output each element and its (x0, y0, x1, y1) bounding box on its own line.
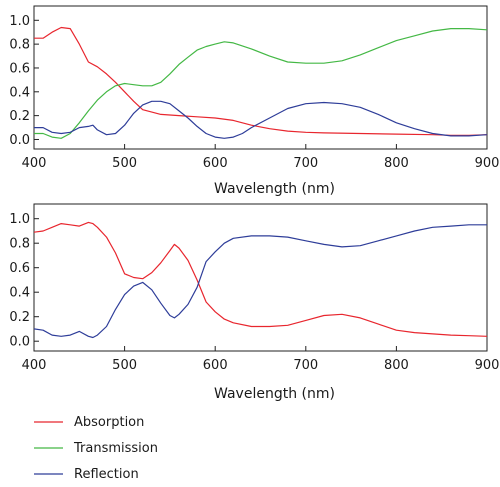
x-tick-label: 900 (475, 358, 500, 373)
x-tick-label: 800 (384, 156, 409, 171)
chart-top: 400 500 600 700 800 900 0.0 0.2 0.4 0.6 0.8 1.0 Wave… (9, 5, 500, 197)
x-tick-label: 900 (475, 156, 500, 171)
y-tick-label: 0.6 (9, 61, 30, 76)
plot-frame (33, 203, 488, 352)
y-tick-label: 0.2 (9, 109, 30, 124)
legend-label-absorption: Absorption (74, 415, 144, 430)
x-axis-label: Wavelength (nm) (214, 386, 335, 402)
series-line-reflection (34, 224, 487, 339)
x-tick-label: 400 (22, 156, 47, 171)
legend-label-reflection: Reflection (74, 467, 139, 482)
y-tick-label: 0.4 (9, 85, 30, 100)
x-tick-label: 600 (203, 156, 228, 171)
legend: Absorption Transmission Reflection (34, 415, 158, 482)
x-tick-label: 400 (22, 358, 47, 373)
y-tick-label: 0.8 (9, 237, 30, 252)
y-tick-label: 1.0 (9, 14, 30, 29)
y-tick-label: 0.2 (9, 310, 30, 325)
series-line-absorption (34, 26, 487, 136)
y-tick-label: 1.0 (9, 212, 30, 227)
series-line-absorption (34, 221, 487, 337)
x-tick-label: 500 (112, 358, 137, 373)
series-line-transmission (34, 28, 487, 139)
legend-label-transmission: Transmission (73, 441, 158, 456)
x-tick-label: 500 (112, 156, 137, 171)
chart-bottom: 400 500 600 700 800 900 0.0 0.2 0.4 0.6 0.8 1.0 Wave… (9, 203, 500, 402)
y-tick-label: 0.0 (9, 133, 30, 148)
x-tick-label: 800 (384, 358, 409, 373)
x-tick-label: 600 (203, 358, 228, 373)
y-tick-label: 0.8 (9, 38, 30, 53)
plot-frame (33, 5, 488, 150)
y-tick-label: 0.6 (9, 261, 30, 276)
x-tick-label: 700 (293, 358, 318, 373)
y-tick-label: 0.0 (9, 335, 30, 350)
x-axis-label: Wavelength (nm) (214, 181, 335, 197)
x-tick-label: 700 (293, 156, 318, 171)
y-tick-label: 0.4 (9, 286, 30, 301)
series-line-reflection (34, 100, 487, 139)
